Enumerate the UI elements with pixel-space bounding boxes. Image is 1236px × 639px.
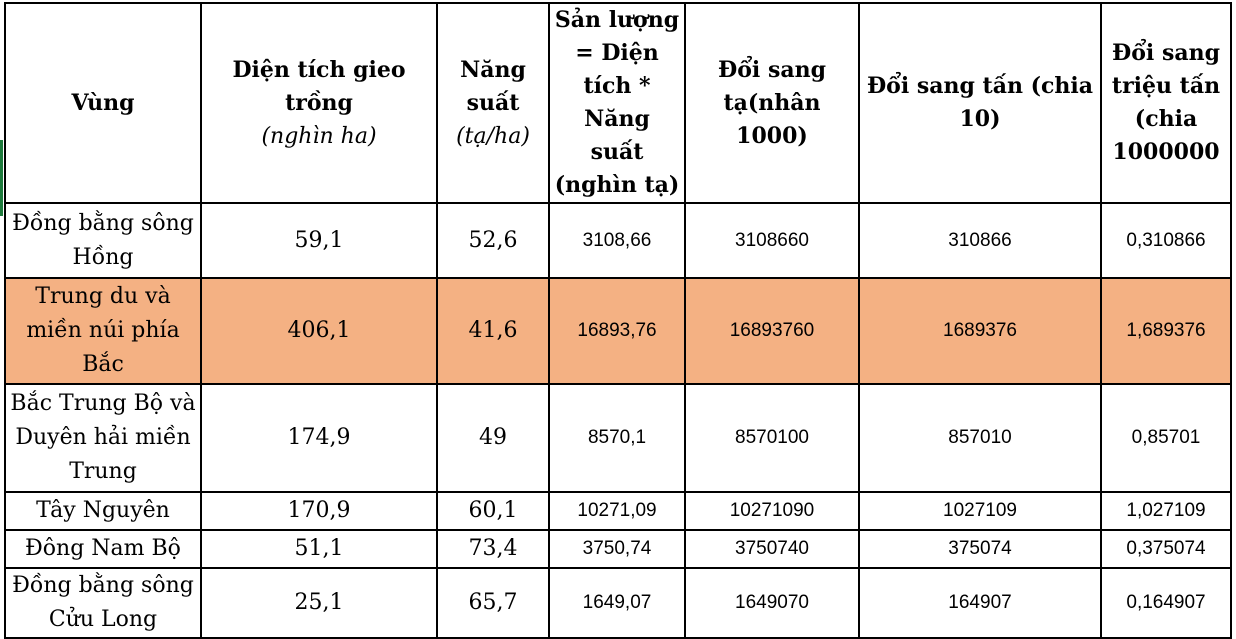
cell-ta: 8570100 <box>684 383 860 493</box>
cell-area: 174,9 <box>200 383 438 493</box>
header-san-luong: Sản lượng = Diện tích * Năng suất (nghìn… <box>548 2 686 204</box>
cell-area: 170,9 <box>200 491 438 531</box>
cell-trieu-tan: 0,164907 <box>1100 567 1232 639</box>
cell-ta: 3108660 <box>684 202 860 279</box>
cell-ta: 10271090 <box>684 491 860 531</box>
region: Trung du và miền núi phía Bắc <box>4 277 202 385</box>
header-doi-sang-tan: Đổi sang tấn (chia 10) <box>858 2 1102 204</box>
cell-yield: 49 <box>436 383 550 493</box>
header-dien-tich: Diện tích gieo trồng (nghìn ha) <box>200 2 438 204</box>
cell-output: 3108,66 <box>548 202 686 279</box>
cell-area: 51,1 <box>200 529 438 569</box>
cell-tan: 857010 <box>858 383 1102 493</box>
region: Đồng bằng sông Cửu Long <box>4 567 202 639</box>
region: Bắc Trung Bộ và Duyên hải miền Trung <box>4 383 202 493</box>
table-row: Đồng bằng sông Cửu Long 25,1 65,7 1649,07 16… <box>4 567 1232 639</box>
cell-output: 10271,09 <box>548 491 686 531</box>
cell-yield: 60,1 <box>436 491 550 531</box>
cell-yield: 52,6 <box>436 202 550 279</box>
cell-tan: 1689376 <box>858 277 1102 385</box>
cell-trieu-tan: 1,689376 <box>1100 277 1232 385</box>
cell-ta: 1649070 <box>684 567 860 639</box>
header-doi-sang-ta: Đổi sang tạ(nhân 1000) <box>684 2 860 204</box>
cell-trieu-tan: 1,027109 <box>1100 491 1232 531</box>
cell-trieu-tan: 0,310866 <box>1100 202 1232 279</box>
region: Tây Nguyên <box>4 491 202 531</box>
region: Đồng bằng sông Hồng <box>4 202 202 279</box>
cell-yield: 41,6 <box>436 277 550 385</box>
cell-tan: 375074 <box>858 529 1102 569</box>
cell-area: 406,1 <box>200 277 438 385</box>
cell-yield: 65,7 <box>436 567 550 639</box>
row-selection-marker <box>0 140 3 216</box>
cell-tan: 164907 <box>858 567 1102 639</box>
header-doi-sang-trieu-tan: Đổi sang triệu tấn (chia 1000000 <box>1100 2 1232 204</box>
cell-trieu-tan: 0,85701 <box>1100 383 1232 493</box>
cell-output: 8570,1 <box>548 383 686 493</box>
region: Đông Nam Bộ <box>4 529 202 569</box>
cell-area: 25,1 <box>200 567 438 639</box>
header-row: Vùng Diện tích gieo trồng (nghìn ha) Năng… <box>4 2 1232 204</box>
table-row: Trung du và miền núi phía Bắc 406,1 41,6 16… <box>4 277 1232 385</box>
cell-ta: 3750740 <box>684 529 860 569</box>
cell-yield: 73,4 <box>436 529 550 569</box>
data-table: Vùng Diện tích gieo trồng (nghìn ha) Năng… <box>4 2 1232 639</box>
header-vung: Vùng <box>4 2 202 204</box>
cell-tan: 1027109 <box>858 491 1102 531</box>
table-row: Tây Nguyên 170,9 60,1 10271,09 10271090 10271… <box>4 491 1232 531</box>
table-row: Đông Nam Bộ 51,1 73,4 3750,74 3750740 375074 0… <box>4 529 1232 569</box>
table-row: Đồng bằng sông Hồng 59,1 52,6 3108,66 310866… <box>4 202 1232 279</box>
cell-output: 3750,74 <box>548 529 686 569</box>
cell-ta: 16893760 <box>684 277 860 385</box>
cell-output: 16893,76 <box>548 277 686 385</box>
table-row: Bắc Trung Bộ và Duyên hải miền Trung 174,… <box>4 383 1232 493</box>
cell-tan: 310866 <box>858 202 1102 279</box>
header-nang-suat: Năng suất (tạ/ha) <box>436 2 550 204</box>
cell-trieu-tan: 0,375074 <box>1100 529 1232 569</box>
cell-output: 1649,07 <box>548 567 686 639</box>
cell-area: 59,1 <box>200 202 438 279</box>
